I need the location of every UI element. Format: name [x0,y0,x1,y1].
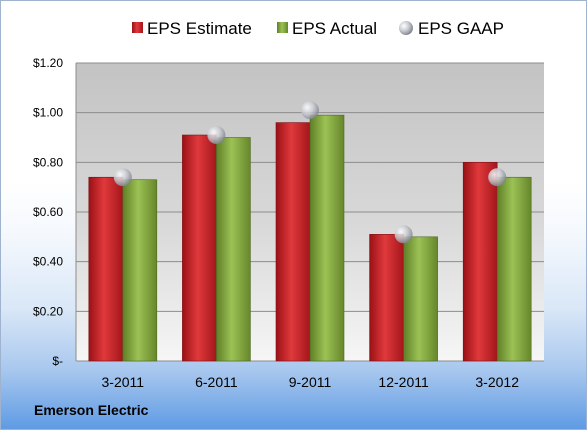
legend-label-gaap: EPS GAAP [418,19,504,38]
legend-swatch-estimate [132,22,143,33]
marker-eps-gaap [488,168,507,187]
y-tick-label: $1.20 [33,56,63,70]
legend-swatch-gaap [399,21,413,35]
x-tick-label: 3-2012 [475,374,519,390]
y-tick-label: $0.60 [33,205,63,219]
bar-eps-actual [122,179,158,362]
y-tick-label: $0.20 [33,304,63,318]
company-name: Emerson Electric [34,402,149,418]
x-tick-label: 3-2011 [102,374,145,390]
legend-label-estimate: EPS Estimate [147,19,252,38]
bar-eps-actual [403,236,438,362]
x-axis: 3-2011 6-2011 9-2011 12-2011 3-2012 [102,374,520,390]
marker-eps-gaap [394,225,413,244]
gaap-markers [113,101,507,244]
legend-label-actual: EPS Actual [292,19,377,38]
y-tick-label: $1.00 [33,106,63,120]
marker-eps-gaap [301,101,319,120]
bar-eps-estimate [182,134,217,362]
x-tick-label: 9-2011 [289,374,332,390]
marker-eps-gaap [207,126,226,145]
legend-swatch-actual [277,22,288,33]
bar-eps-actual [496,176,532,362]
bar-eps-actual [309,114,345,362]
x-tick-label: 12-2011 [378,374,429,390]
legend: EPS Estimate EPS Actual EPS GAAP [132,19,504,38]
bars [88,114,532,362]
bar-eps-actual [216,137,251,362]
bar-eps-estimate [88,176,124,362]
y-axis: $- $0.20 $0.40 $0.60 $0.80 $1.00 $1.20 [33,56,77,368]
y-tick-label: $0.40 [33,255,63,269]
y-tick-label: $0.80 [33,155,63,169]
marker-eps-gaap [113,168,132,187]
y-tick-label: $- [52,354,63,368]
bar-eps-estimate [275,122,311,362]
bar-eps-estimate [369,234,404,362]
x-tick-label: 6-2011 [195,374,238,390]
bar-eps-estimate [462,162,498,362]
